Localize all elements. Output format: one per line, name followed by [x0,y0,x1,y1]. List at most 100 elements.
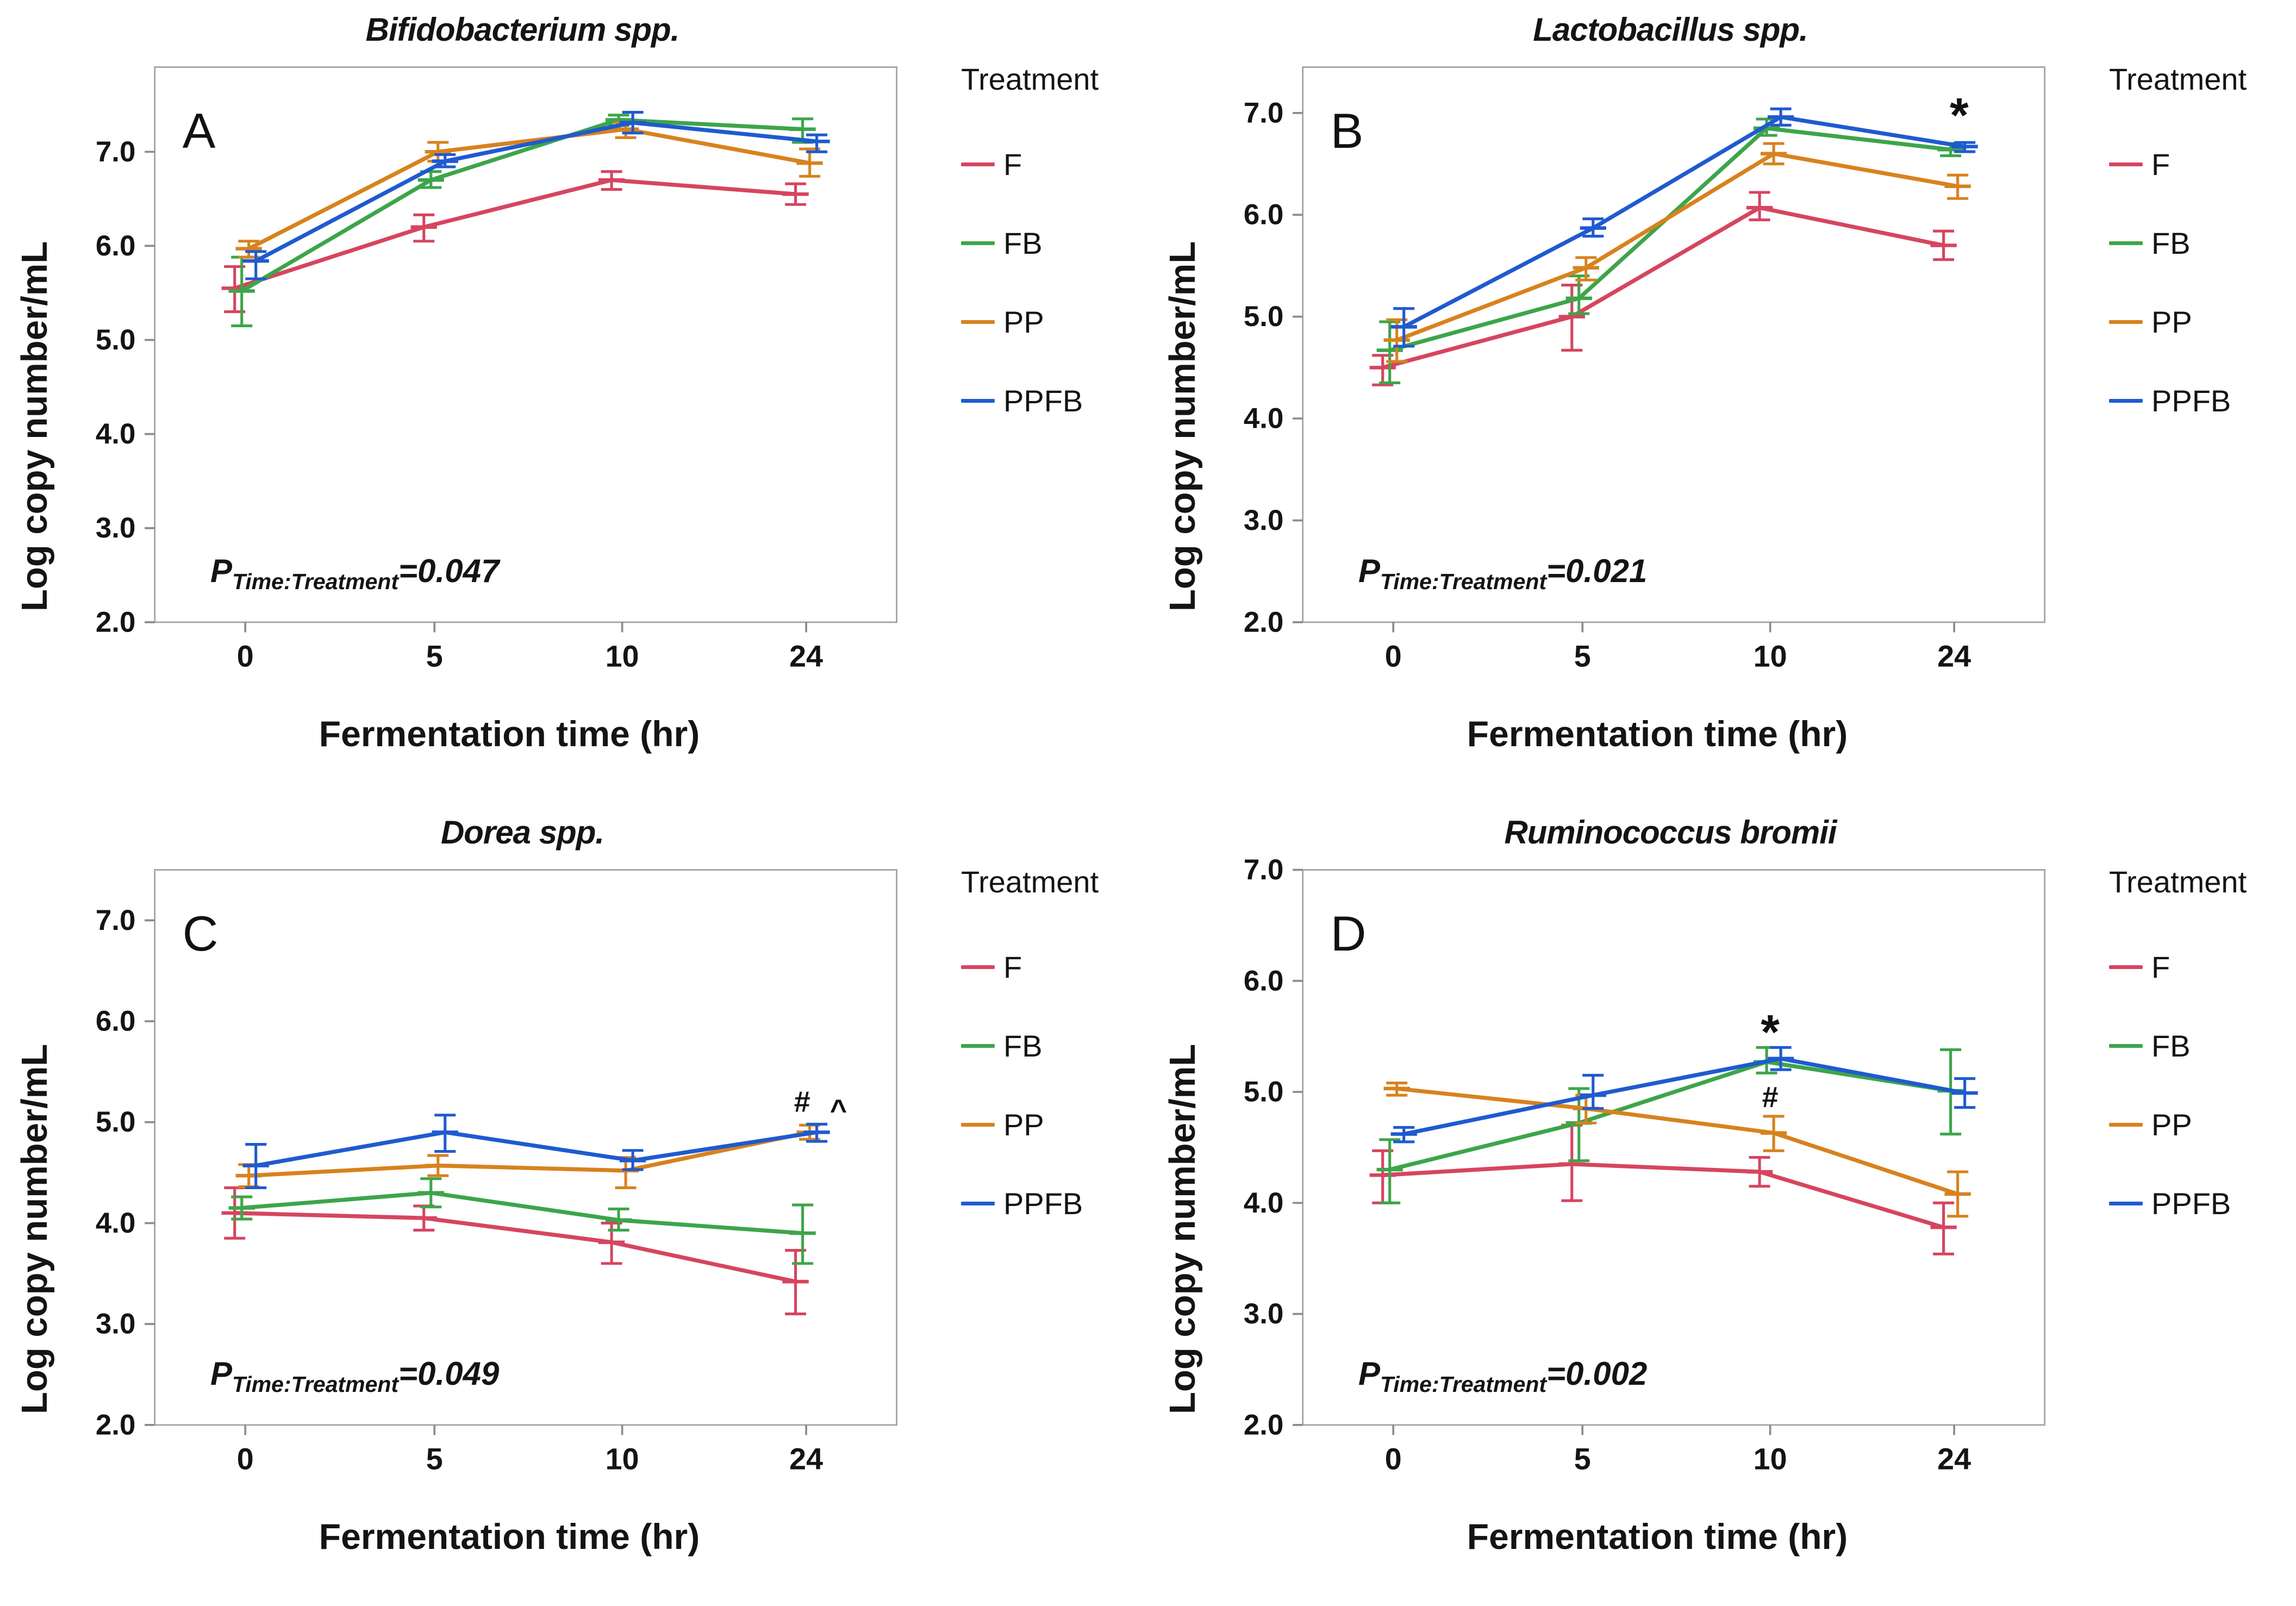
series-line-PP [1395,152,1960,342]
legend-line-ppfb [2109,1202,2143,1205]
y-tick-label: 6.0 [96,230,136,262]
plot-border [1302,869,2046,1426]
annotation-^: ^ [830,1093,847,1126]
p-value-annotation: PTime:Treatment=0.002 [1358,1355,1647,1397]
legend-title: Treatment [961,62,1099,96]
x-tick-label: 10 [1754,1442,1787,1476]
p-value-annotation: PTime:Treatment=0.049 [210,1355,499,1397]
series-line-FB [240,117,805,293]
x-tick-label: 24 [789,640,823,673]
x-tick-label: 0 [1385,640,1402,673]
x-tick-label: 5 [426,1442,443,1476]
p-symbol: P [1358,1355,1381,1392]
series-line-FB [1388,126,1953,353]
series-line-PP [247,127,812,251]
legend-label-f: F [1003,950,1022,984]
panel-b: Lactobacillus spp. Log copy number/mL 2.… [1148,0,2296,803]
panel-d: Ruminococcus bromii Log copy number/mL 2… [1148,803,2296,1606]
x-tick-label: 0 [237,1442,254,1476]
legend-label-fb: FB [1003,226,1043,260]
annotation-*: * [1761,1005,1780,1059]
panel-d-plot: 2.0 3.0 4.0 5.0 6.0 7.0 0 5 10 24 D * # [1244,854,2046,1476]
y-tick-label: 7.0 [1244,97,1284,129]
legend-label-pp: PP [2151,305,2192,339]
x-tick-label: 5 [1574,640,1591,673]
y-tick-label: 7.0 [96,136,136,168]
x-tick-label: 10 [1754,640,1787,673]
legend-line-fb [961,241,995,245]
series-line-PPFB [1402,115,1967,329]
series-line-PPFB [254,120,819,263]
legend-label-pp: PP [1003,1108,1044,1142]
plot-border [154,869,898,1426]
legend-label-pp: PP [1003,305,1044,339]
legend-label-ppfb: PPFB [1003,1186,1083,1221]
series-line-F [233,178,798,291]
panel-c-title: Dorea spp. [440,814,604,851]
legend-item-f: F [2109,949,2291,985]
p-value-text: =0.021 [1546,553,1648,589]
legend: Treatment F FB PP PPFB [952,49,1143,803]
p-symbol: P [210,1355,233,1392]
panel-a: Bifidobacterium spp. Log copy number/mL … [0,0,1148,803]
legend-label-ppfb: PPFB [2151,1186,2231,1221]
legend-item-pp: PP [2109,304,2291,340]
panel-c-plot: 2.0 3.0 4.0 5.0 6.0 7.0 0 5 10 24 C # ^ [96,869,898,1476]
legend-line-f [2109,163,2143,166]
legend-label-pp: PP [2151,1108,2192,1142]
p-subscript: Time:Treatment [1380,1372,1547,1397]
p-value-text: =0.049 [398,1355,500,1392]
legend-label-f: F [2151,950,2170,984]
y-tick-label: 3.0 [96,512,136,544]
legend-item-fb: FB [961,1028,1143,1064]
p-value-text: =0.047 [398,553,500,589]
panel-b-plot: 2.0 3.0 4.0 5.0 6.0 7.0 0 5 10 24 B * [1244,66,2046,673]
y-tick-label: 2.0 [1244,1409,1284,1441]
y-axis-label: Log copy number/mL [1162,1043,1203,1415]
series-line-F [1381,205,1946,370]
series-line-PP [1395,1086,1960,1196]
legend-label-ppfb: PPFB [2151,384,2231,418]
y-tick-label: 4.0 [1244,403,1284,435]
y-tick-label: 7.0 [96,904,136,936]
y-tick-label: 4.0 [96,1207,136,1239]
legend: Treatment F FB PP PPFB [2100,852,2291,1606]
legend-item-pp: PP [2109,1107,2291,1142]
legend-label-fb: FB [1003,1029,1043,1063]
p-subscript: Time:Treatment [1380,569,1547,594]
panel-letter: D [1331,907,1367,961]
y-axis-label: Log copy number/mL [14,241,55,611]
legend-line-fb [961,1044,995,1048]
legend-line-pp [2109,320,2143,324]
legend: Treatment F FB PP PPFB [2100,49,2291,803]
p-value-text: =0.002 [1546,1355,1648,1392]
series-line-FB [240,1191,805,1235]
panel-letter: B [1331,104,1364,159]
y-axis-label: Log copy number/mL [1162,241,1203,611]
legend-item-ppfb: PPFB [2109,1186,2291,1221]
y-tick-label: 5.0 [96,1106,136,1138]
annotation-#: # [794,1086,810,1118]
y-tick-label: 4.0 [1244,1187,1284,1219]
legend-line-fb [2109,241,2143,245]
x-tick-label: 24 [1937,640,1971,673]
legend-label-f: F [1003,147,1022,182]
x-tick-label: 24 [789,1442,823,1476]
panel-letter: A [183,104,216,159]
legend-label-f: F [2151,147,2170,182]
x-tick-label: 10 [606,1442,639,1476]
p-subscript: Time:Treatment [232,569,399,594]
legend-line-pp [2109,1123,2143,1127]
series-line-F [233,1211,798,1284]
legend-line-fb [2109,1044,2143,1048]
y-tick-label: 6.0 [96,1005,136,1038]
y-tick-label: 2.0 [96,1409,136,1441]
legend-label-fb: FB [2151,1029,2191,1063]
legend-item-f: F [2109,147,2291,182]
plot-border [154,66,898,623]
legend-item-fb: FB [961,226,1143,261]
y-tick-label: 6.0 [1244,199,1284,231]
panel-a-plot: 2.0 3.0 4.0 5.0 6.0 7.0 0 5 10 24 A [96,66,898,673]
series-line-F [1381,1162,1946,1229]
